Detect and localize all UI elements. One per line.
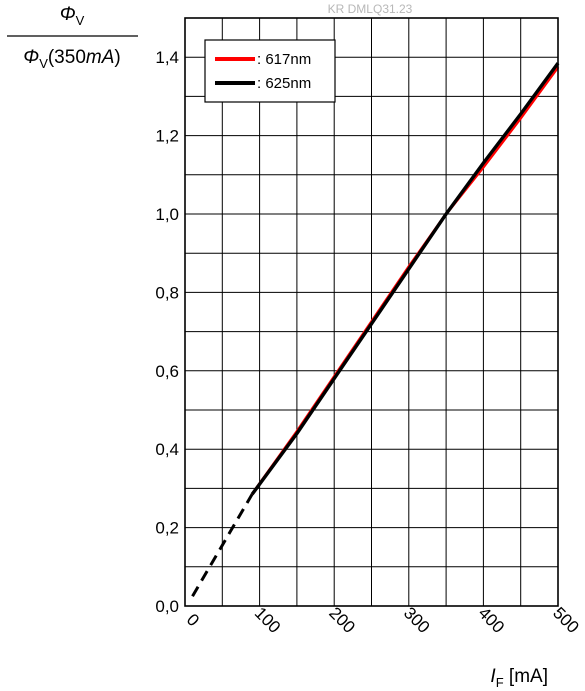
y-tick-label: 1,4 [155,48,179,67]
legend-label-625nm: : 625nm [257,75,311,92]
x-tick-label: 200 [325,603,358,636]
x-tick-label: 300 [400,603,433,636]
y-axis-label: ΦV ΦV(350mA) [7,4,138,71]
y-tick-label: 0,0 [155,597,179,616]
y-label-numerator: ΦV [60,4,85,28]
x-tick-label: 400 [475,603,508,636]
y-label-numerator-symbol: Φ [60,4,76,25]
series-lines [191,62,560,597]
x-tick-label: 0 [183,610,203,630]
y-tick-label: 0,8 [155,283,179,302]
extrapolation-dashed-line [191,493,254,597]
x-tick-label: 500 [549,603,582,636]
y-tick-label: 0,6 [155,362,179,381]
x-axis-label: IF [mA] [490,666,548,690]
y-label-denominator-reference: (350 [48,47,86,68]
y-label-denominator-subscript: V [39,56,48,71]
y-label-denominator-unit: mA [86,47,115,68]
y-label-denominator: ΦV(350mA) [23,47,120,71]
y-tick-label: 1,2 [155,127,179,146]
x-label-subscript: F [496,675,504,690]
watermark-text: KR DMLQ31.23 [328,2,413,16]
y-label-denominator-close: ) [114,47,120,68]
grid [185,18,558,606]
x-tick-label: 100 [251,603,284,636]
y-label-numerator-subscript: V [76,13,85,28]
y-tick-label: 1,0 [155,205,179,224]
y-tick-label: 0,4 [155,440,179,459]
x-label-symbol: I [490,666,496,687]
legend-label-617nm: : 617nm [257,51,311,68]
plot-frame [184,17,559,607]
legend: : 617nm : 625nm [204,39,336,103]
y-label-denominator-symbol: Φ [23,47,39,68]
y-tick-label: 0,2 [155,519,179,538]
legend-box [204,39,336,103]
x-label-unit: [mA] [504,666,548,687]
series-line-625nm [250,62,560,496]
